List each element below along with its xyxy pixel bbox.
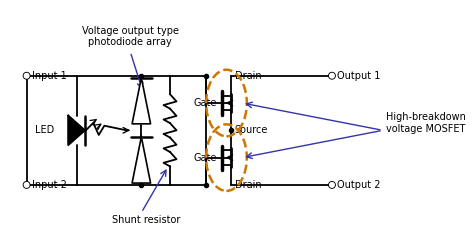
Text: Input 1: Input 1 <box>32 71 67 81</box>
Circle shape <box>328 182 335 188</box>
Text: Drain: Drain <box>235 71 262 81</box>
Circle shape <box>23 182 30 188</box>
Text: LED: LED <box>35 125 55 135</box>
Text: High-breakdown
voltage MOSFET: High-breakdown voltage MOSFET <box>386 112 465 134</box>
Text: Source: Source <box>235 125 268 135</box>
Text: Voltage output type
photodiode array: Voltage output type photodiode array <box>82 26 179 47</box>
Circle shape <box>329 73 334 78</box>
Text: Gate: Gate <box>194 98 217 108</box>
Circle shape <box>24 183 29 187</box>
Polygon shape <box>132 137 151 183</box>
Text: Drain: Drain <box>235 180 262 190</box>
Circle shape <box>24 73 29 78</box>
Text: Output 1: Output 1 <box>337 71 381 81</box>
Text: Output 2: Output 2 <box>337 180 381 190</box>
Text: Shunt resistor: Shunt resistor <box>112 214 180 224</box>
Circle shape <box>328 72 335 79</box>
Polygon shape <box>132 78 151 124</box>
Text: Gate: Gate <box>194 153 217 163</box>
Polygon shape <box>68 115 85 145</box>
Text: Input 2: Input 2 <box>32 180 67 190</box>
Circle shape <box>329 183 334 187</box>
Circle shape <box>23 72 30 79</box>
